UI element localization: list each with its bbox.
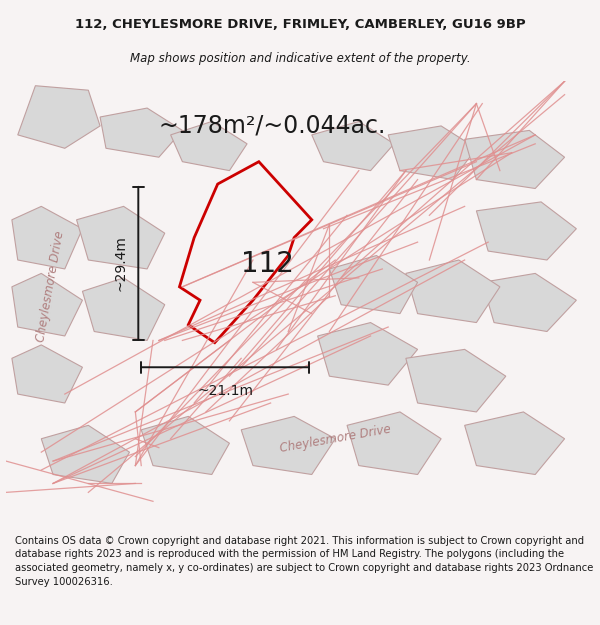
Text: 112, CHEYLESMORE DRIVE, FRIMLEY, CAMBERLEY, GU16 9BP: 112, CHEYLESMORE DRIVE, FRIMLEY, CAMBERL…	[74, 19, 526, 31]
Text: Cheylesmore Drive: Cheylesmore Drive	[278, 422, 392, 455]
Polygon shape	[329, 256, 418, 314]
Polygon shape	[464, 412, 565, 474]
Polygon shape	[482, 273, 577, 331]
Polygon shape	[18, 86, 100, 148]
Text: ~178m²/~0.044ac.: ~178m²/~0.044ac.	[159, 114, 386, 138]
Polygon shape	[12, 206, 82, 269]
Polygon shape	[170, 121, 247, 171]
Polygon shape	[12, 345, 82, 403]
Polygon shape	[464, 131, 565, 189]
Text: Contains OS data © Crown copyright and database right 2021. This information is : Contains OS data © Crown copyright and d…	[15, 536, 593, 587]
Polygon shape	[476, 202, 577, 260]
Polygon shape	[41, 426, 130, 484]
Text: Cheylesmore Drive: Cheylesmore Drive	[34, 230, 66, 343]
Polygon shape	[82, 278, 165, 341]
Text: ~21.1m: ~21.1m	[197, 384, 253, 398]
Polygon shape	[12, 273, 82, 336]
Polygon shape	[317, 322, 418, 385]
Polygon shape	[241, 416, 335, 474]
Polygon shape	[406, 260, 500, 322]
Polygon shape	[100, 108, 182, 158]
Polygon shape	[347, 412, 441, 474]
Polygon shape	[406, 349, 506, 412]
Polygon shape	[77, 206, 165, 269]
Polygon shape	[312, 121, 394, 171]
Polygon shape	[141, 416, 229, 474]
Polygon shape	[388, 126, 476, 179]
Text: 112: 112	[241, 251, 294, 279]
Text: ~29.4m: ~29.4m	[114, 236, 128, 291]
Text: Map shows position and indicative extent of the property.: Map shows position and indicative extent…	[130, 52, 470, 65]
